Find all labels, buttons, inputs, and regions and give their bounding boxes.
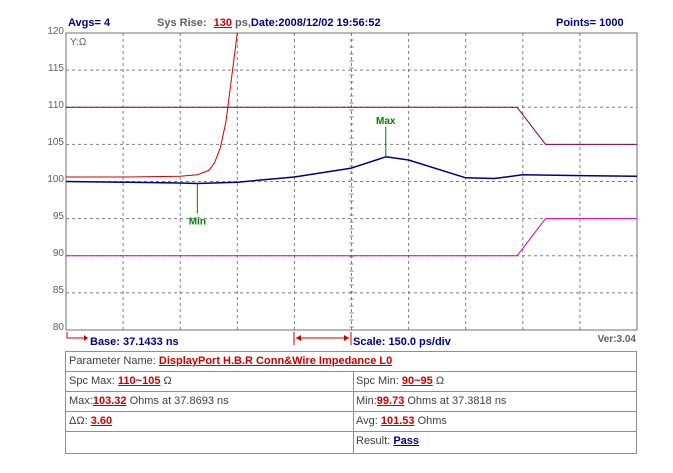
max-marker-label: Max xyxy=(376,116,396,127)
version-label: Ver:3.04 xyxy=(598,334,637,345)
spc-max-value[interactable]: 110~105 xyxy=(117,375,161,387)
plot-series xyxy=(65,32,638,257)
table-row: ΔΩ: 3.60 Avg: 101.53 Ohms xyxy=(66,412,636,432)
step-trace xyxy=(66,32,238,178)
impedance-plot[interactable]: Y:Ω Max Min Base: 37.1433 ns Scale: 150.0… xyxy=(0,0,673,350)
avg-label: Avg: xyxy=(356,415,378,427)
y-tick-label: 115 xyxy=(48,63,64,74)
min-label: Min: xyxy=(356,395,377,407)
spc-min-unit: Ω xyxy=(435,375,445,387)
plot-grid xyxy=(66,32,637,330)
max-cell: Max:103.32 Ohms at 37.8693 ns xyxy=(66,392,229,411)
impedance-trace xyxy=(65,156,638,185)
parameter-name-value[interactable]: DisplayPort H.B.R Conn&Wire Impedance L0 xyxy=(158,355,393,367)
delta-label: ΔΩ: xyxy=(69,415,88,427)
max-rest: Ohms at 37.8693 ns xyxy=(129,395,229,407)
max-label: Max: xyxy=(69,395,93,407)
plot-markers: Max Min xyxy=(189,116,396,228)
y-tick-label: 90 xyxy=(52,248,64,259)
parameter-name-label: Parameter Name: xyxy=(69,355,156,367)
base-arrow-icon xyxy=(66,332,84,339)
sys-rise-label: Sys Rise: xyxy=(157,17,207,29)
avg-value: 101.53 xyxy=(380,415,415,427)
base-readout: Base: 37.1433 ns xyxy=(90,336,179,348)
spc-max-unit: Ω xyxy=(163,375,172,387)
table-row: Spc Max: 110~105 Ω Spc Min: 90~95 Ω xyxy=(66,372,636,392)
min-value: 99.73 xyxy=(376,395,405,407)
lower-limit-line xyxy=(66,218,637,257)
max-value: 103.32 xyxy=(92,395,127,407)
table-row: Parameter Name: DisplayPort H.B.R Conn&W… xyxy=(66,352,636,372)
scale-arrow-right-icon xyxy=(344,335,349,341)
sys-rise-unit: ps, xyxy=(235,17,251,29)
upper-limit-line xyxy=(66,106,637,145)
parameter-name-cell: Parameter Name: DisplayPort H.B.R Conn&W… xyxy=(66,352,392,371)
date-readout: Date:2008/12/02 19:56:52 xyxy=(250,17,381,29)
y-tick-label: 120 xyxy=(47,26,64,37)
base-arrowhead-icon xyxy=(84,335,88,341)
y-tick-label: 85 xyxy=(52,285,64,296)
results-table: Parameter Name: DisplayPort H.B.R Conn&W… xyxy=(65,351,637,454)
result-value[interactable]: Pass xyxy=(393,435,420,447)
scale-readout: Scale: 150.0 ps/div xyxy=(353,336,452,348)
delta-value: 3.60 xyxy=(90,415,113,427)
min-marker-label: Min xyxy=(189,217,206,228)
min-rest: Ohms at 37.3818 ns xyxy=(407,395,507,407)
y-unit-label: Y:Ω xyxy=(70,37,87,48)
spc-max-label: Spc Max: xyxy=(69,375,115,387)
points-readout: Points= 1000 xyxy=(556,17,624,29)
table-row: Result: Pass xyxy=(66,432,636,452)
delta-cell: ΔΩ: 3.60 xyxy=(66,412,112,431)
y-tick-label: 110 xyxy=(48,100,64,111)
y-tick-label: 105 xyxy=(47,137,64,148)
table-row: Max:103.32 Ohms at 37.8693 ns Min:99.73 … xyxy=(66,392,636,412)
y-tick-label: 100 xyxy=(47,174,64,185)
table-column-divider xyxy=(353,372,354,454)
y-tick-label: 80 xyxy=(52,322,64,333)
result-cell: Result: Pass xyxy=(353,432,419,451)
spc-min-value[interactable]: 90~95 xyxy=(401,375,433,387)
spc-min-label: Spc Min: xyxy=(356,375,399,387)
sys-rise-readout: Sys Rise: 130 ps,Date:2008/12/02 19:56:5… xyxy=(157,17,381,29)
avg-cell: Avg: 101.53 Ohms xyxy=(353,412,447,431)
avg-unit: Ohms xyxy=(417,415,447,427)
min-cell: Min:99.73 Ohms at 37.3818 ns xyxy=(353,392,506,411)
scale-arrow-left-icon xyxy=(296,335,301,341)
spc-max-cell: Spc Max: 110~105 Ω xyxy=(66,372,172,391)
avgs-readout: Avgs= 4 xyxy=(68,17,111,29)
y-tick-label: 95 xyxy=(52,211,64,222)
spc-min-cell: Spc Min: 90~95 Ω xyxy=(353,372,444,391)
result-label: Result: xyxy=(356,435,391,447)
sys-rise-value: 130 xyxy=(213,17,232,29)
